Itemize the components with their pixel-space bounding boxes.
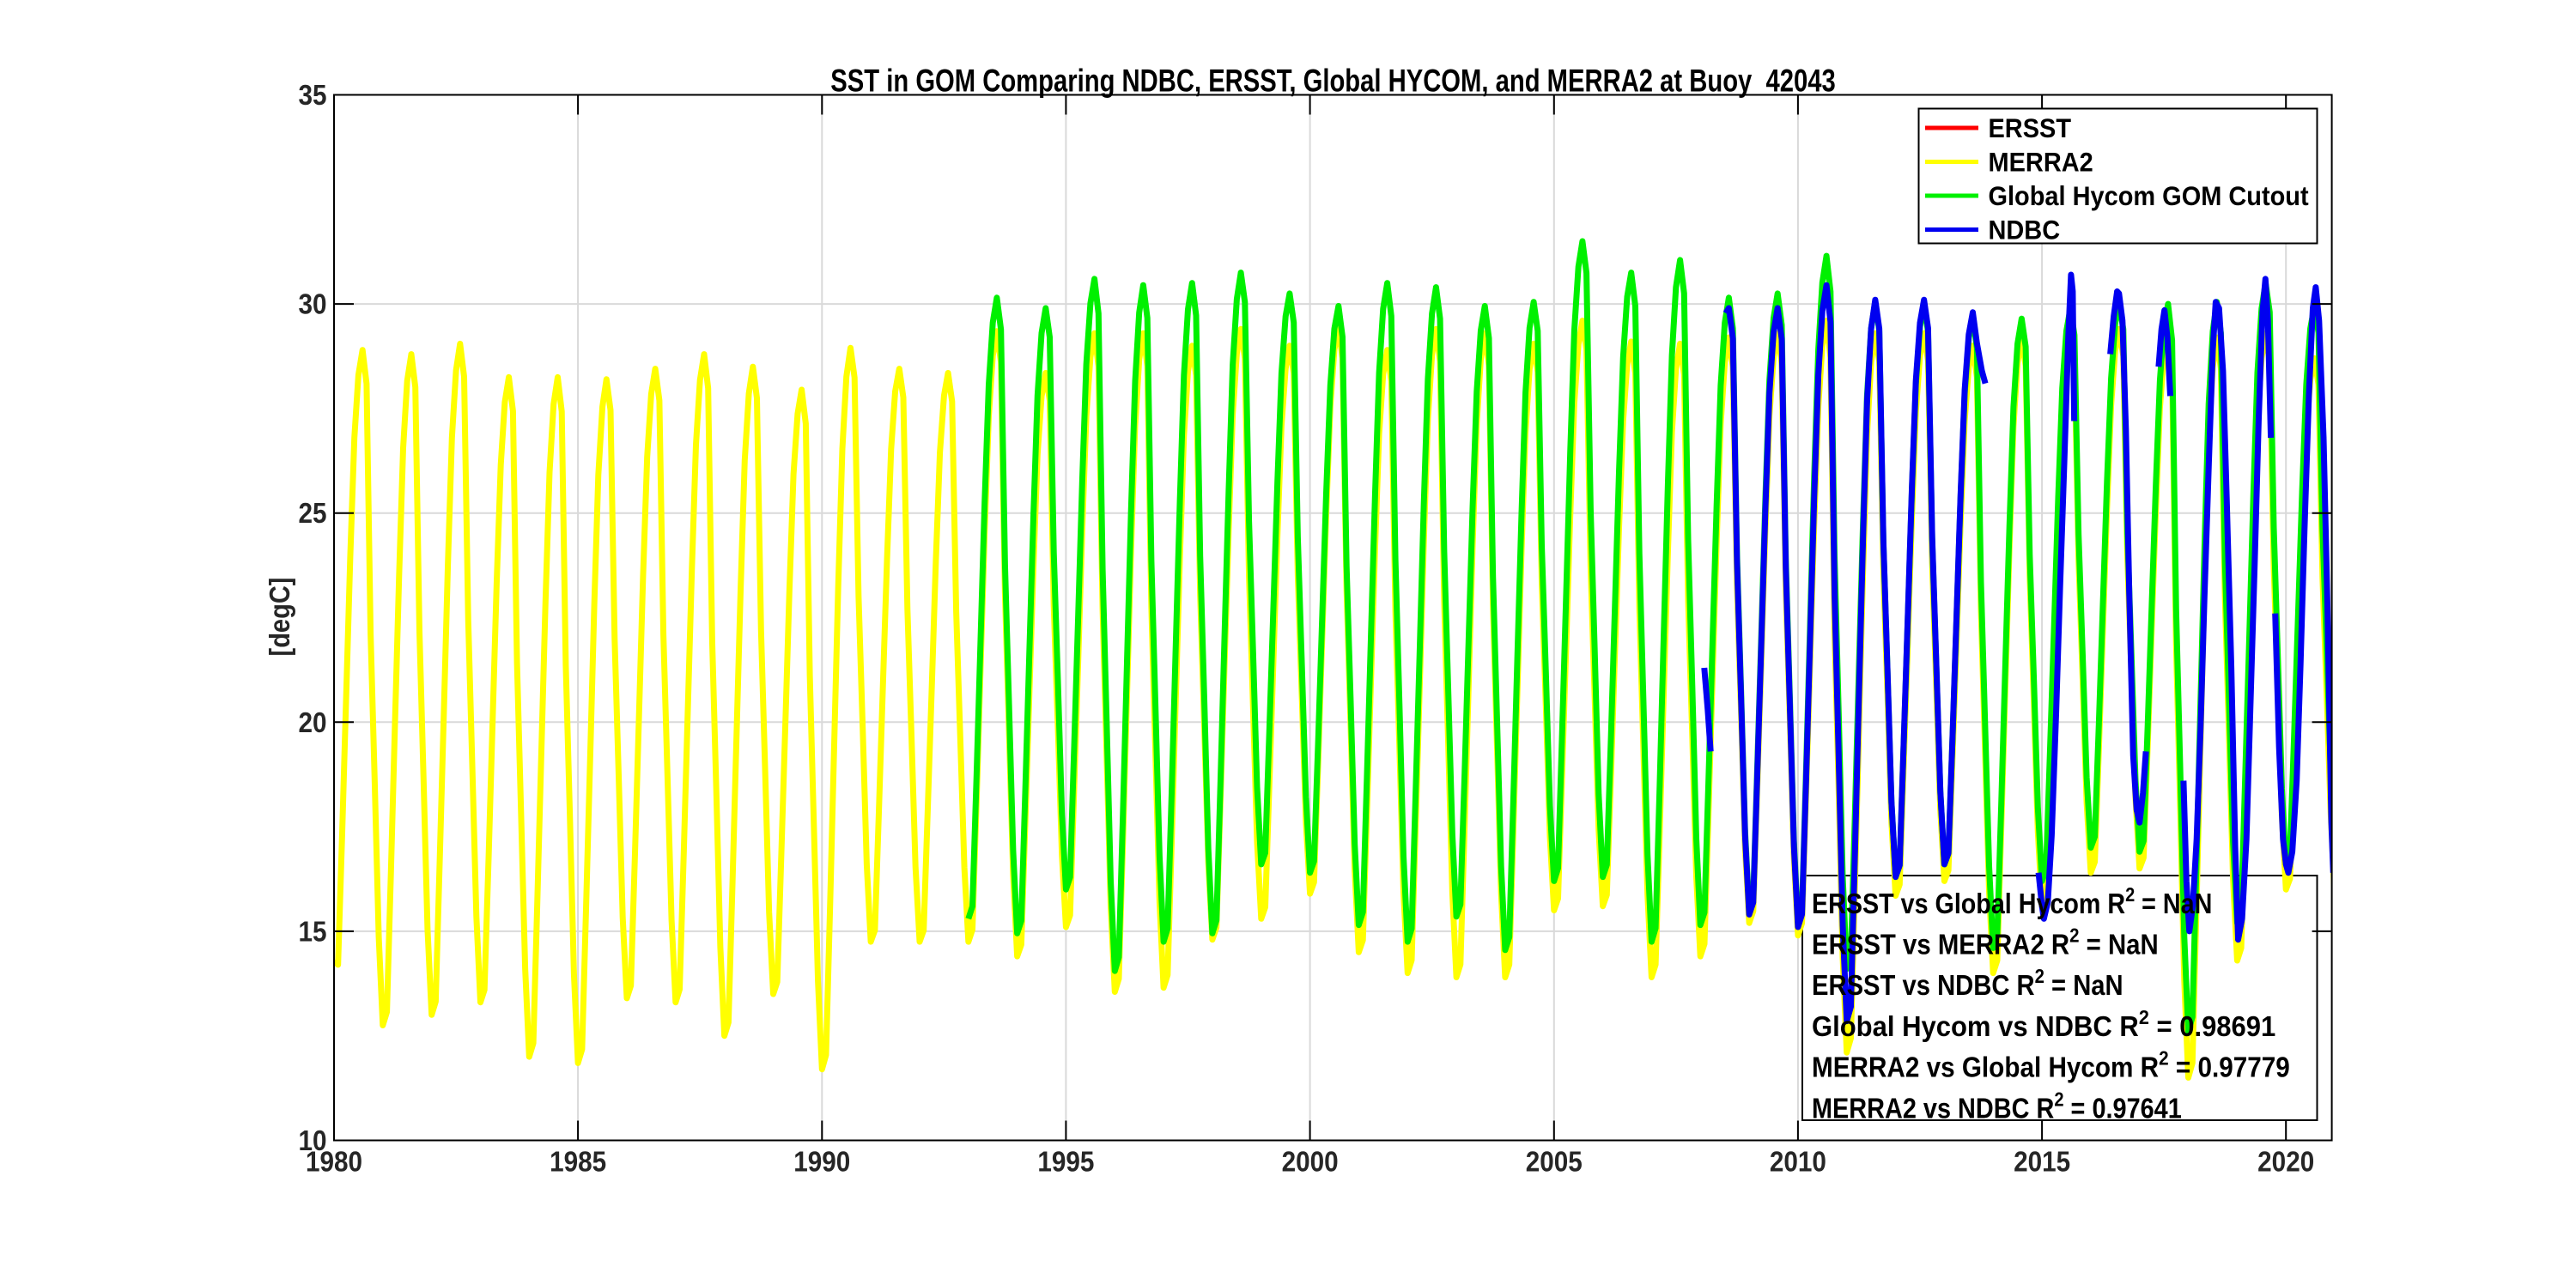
svg-text:2005: 2005: [1526, 1146, 1583, 1178]
svg-text:MERRA2 vs NDBC R2 = 0.97641: MERRA2 vs NDBC R2 = 0.97641: [1812, 1088, 2182, 1124]
svg-text:SST in GOM Comparing NDBC, ERS: SST in GOM Comparing NDBC, ERSST, Global…: [830, 64, 1836, 99]
svg-text:Global Hycom GOM Cutout: Global Hycom GOM Cutout: [1989, 182, 2309, 211]
svg-text:ERSST vs NDBC R2 = NaN: ERSST vs NDBC R2 = NaN: [1812, 965, 2123, 1002]
svg-text:1990: 1990: [793, 1146, 850, 1178]
svg-text:MERRA2 vs Global Hycom R2 = 0.: MERRA2 vs Global Hycom R2 = 0.97779: [1812, 1047, 2290, 1083]
svg-text:2020: 2020: [2257, 1146, 2314, 1178]
svg-text:1995: 1995: [1037, 1146, 1094, 1178]
svg-text:ERSST: ERSST: [1989, 114, 2072, 143]
svg-text:2000: 2000: [1282, 1146, 1339, 1178]
svg-text:ERSST vs Global Hycom R2 = NaN: ERSST vs Global Hycom R2 = NaN: [1812, 882, 2212, 919]
svg-text:35: 35: [298, 80, 326, 112]
svg-text:15: 15: [298, 916, 326, 948]
svg-text:[degC]: [degC]: [264, 578, 295, 657]
svg-text:2015: 2015: [2014, 1146, 2070, 1178]
svg-text:30: 30: [298, 288, 326, 320]
svg-text:2010: 2010: [1770, 1146, 1826, 1178]
svg-text:ERSST vs MERRA2 R2 = NaN: ERSST vs MERRA2 R2 = NaN: [1812, 924, 2159, 961]
svg-text:20: 20: [298, 706, 326, 738]
svg-text:1985: 1985: [550, 1146, 606, 1178]
svg-text:10: 10: [298, 1125, 326, 1157]
svg-text:Global Hycom vs NDBC R2 = 0.98: Global Hycom vs NDBC R2 = 0.98691: [1812, 1006, 2275, 1042]
svg-text:NDBC: NDBC: [1989, 215, 2061, 245]
svg-text:1980: 1980: [306, 1146, 362, 1178]
svg-text:25: 25: [298, 498, 326, 530]
svg-text:MERRA2: MERRA2: [1989, 148, 2093, 177]
